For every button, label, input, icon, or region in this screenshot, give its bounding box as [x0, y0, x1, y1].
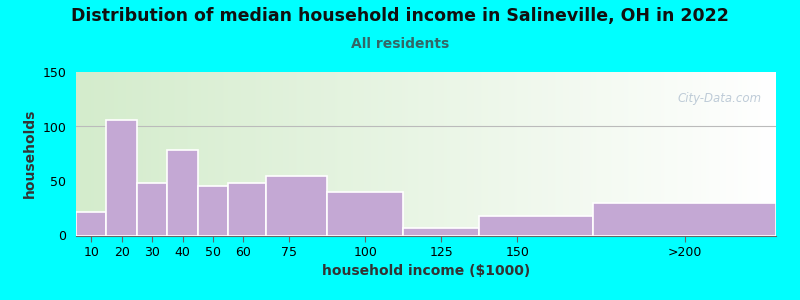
- Bar: [403, 228, 479, 236]
- Text: All residents: All residents: [351, 38, 449, 52]
- Bar: [479, 216, 594, 236]
- Text: City-Data.com: City-Data.com: [678, 92, 762, 105]
- Bar: [327, 192, 403, 236]
- Text: Distribution of median household income in Salineville, OH in 2022: Distribution of median household income …: [71, 8, 729, 26]
- Bar: [198, 186, 228, 236]
- Bar: [137, 183, 167, 236]
- X-axis label: household income ($1000): household income ($1000): [322, 265, 530, 278]
- Bar: [228, 183, 266, 236]
- Bar: [106, 120, 137, 236]
- Y-axis label: households: households: [23, 109, 37, 198]
- Bar: [594, 203, 776, 236]
- Bar: [167, 151, 198, 236]
- Bar: [266, 176, 327, 236]
- Bar: [76, 212, 106, 236]
